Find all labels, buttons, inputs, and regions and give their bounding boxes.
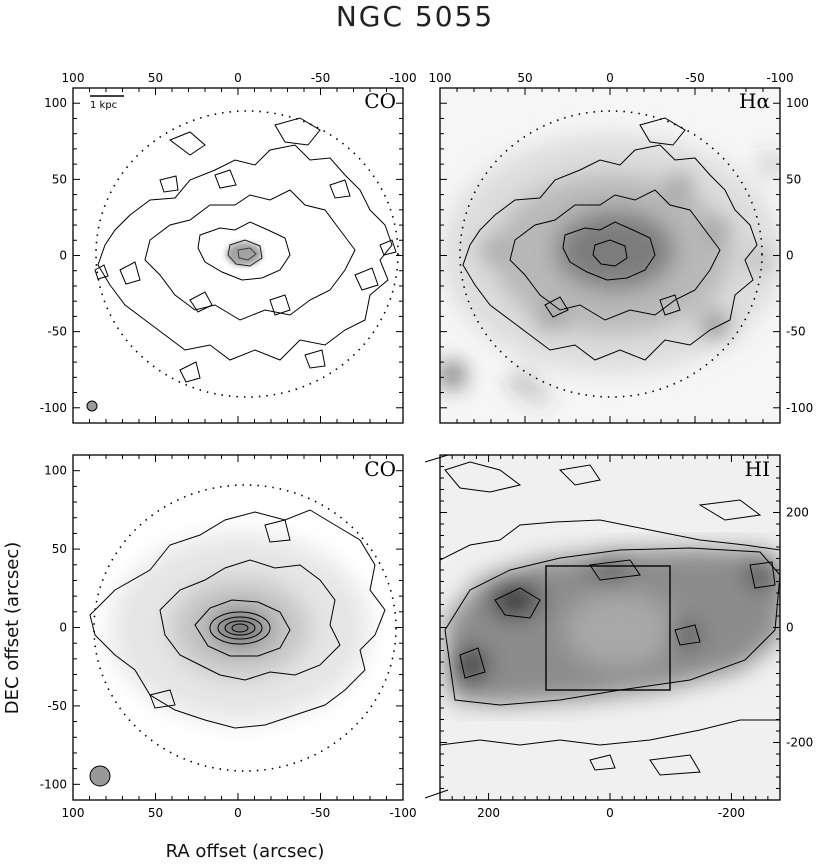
co-smoothed-contours	[89, 509, 386, 729]
panel-frame-1: 100 50 0 -50 -100 100 50 0 -50 -100	[429, 71, 813, 424]
co-field-box	[545, 565, 671, 691]
halpha-emission	[442, 134, 780, 400]
hi-emission	[445, 548, 780, 705]
y-tick-label: 100	[44, 96, 67, 110]
beam-ellipse	[86, 400, 98, 412]
y-tick-label: -100	[40, 401, 67, 415]
y-tick-label: -50	[47, 325, 67, 339]
y-axis-label: DEC offset (arcsec)	[2, 542, 23, 715]
x-tick-label: 0	[234, 806, 242, 820]
panel-hi: 200 0 -200 200 0 -200 HI	[424, 454, 813, 820]
x-tick-label: 100	[429, 71, 452, 85]
y-tick-label: 50	[52, 172, 67, 186]
hi-contours	[440, 461, 780, 776]
x-tick-label: -50	[311, 806, 331, 820]
figure-title: NGC 5055	[336, 0, 494, 33]
panel-frame-2: 100 50 0 -50 -100 100 50 0 -50 -100	[40, 454, 417, 820]
x-tick-label: 0	[606, 71, 614, 85]
x-tick-label: 50	[148, 71, 163, 85]
y-tick-label: -100	[786, 401, 813, 415]
x-tick-label: 100	[62, 71, 85, 85]
panel-frame-0: 100 50 0 -50 -100 100 50 0 -50 -100	[40, 71, 417, 424]
x-tick-label: 100	[62, 806, 85, 820]
y-tick-label: 200	[786, 506, 809, 520]
y-tick-label: 0	[59, 249, 67, 263]
x-tick-label: 50	[517, 71, 532, 85]
y-tick-label: 0	[786, 621, 794, 635]
x-tick-label: -100	[389, 71, 416, 85]
co-nucleus	[226, 242, 262, 266]
panel-label-co: CO	[364, 89, 396, 113]
y-tick-label: 50	[52, 542, 67, 556]
panel-label-halpha: Hα	[739, 89, 770, 113]
panel-label-hi: HI	[745, 457, 770, 481]
y-tick-label: -100	[40, 777, 67, 791]
x-tick-label: 0	[234, 71, 242, 85]
halpha-co-overlay	[462, 117, 758, 361]
x-axis-label: RA offset (arcsec)	[166, 841, 325, 862]
x-tick-label: 200	[477, 806, 500, 820]
y-tick-label: -200	[786, 736, 813, 750]
scale-bar-label: 1 kpc	[90, 100, 117, 111]
x-tick-label: 0	[606, 806, 614, 820]
y-tick-label: -50	[786, 325, 806, 339]
panel-label-co-smoothed: CO	[364, 457, 396, 481]
zoom-line-bottom	[424, 789, 449, 799]
panel-frame-3: 200 0 -200 200 0 -200	[439, 454, 813, 820]
zoom-line-top	[424, 454, 449, 463]
y-tick-label: 50	[786, 172, 801, 186]
x-tick-label: -100	[766, 71, 793, 85]
x-tick-label: -100	[389, 806, 416, 820]
primary-beam-circle	[95, 110, 399, 398]
panel-halpha: 100 50 0 -50 -100 100 50 0 -50 -100 Hα	[429, 71, 813, 424]
panel-co-smoothed: 100 50 0 -50 -100 100 50 0 -50 -100 CO	[40, 454, 417, 820]
y-tick-label: 0	[59, 621, 67, 635]
co-smoothed-emission	[110, 533, 370, 723]
x-tick-label: 50	[148, 806, 163, 820]
y-tick-label: 100	[786, 96, 809, 110]
y-tick-label: 0	[786, 249, 794, 263]
y-tick-label: 100	[44, 464, 67, 478]
x-tick-label: -50	[685, 71, 705, 85]
x-tick-label: -200	[718, 806, 745, 820]
x-tick-label: -50	[311, 71, 331, 85]
y-tick-label: -50	[47, 699, 67, 713]
panel-co-contours: 1 kpc 100 50 0 -50 -100 100 50 0 -50 -100 CO	[40, 71, 417, 424]
